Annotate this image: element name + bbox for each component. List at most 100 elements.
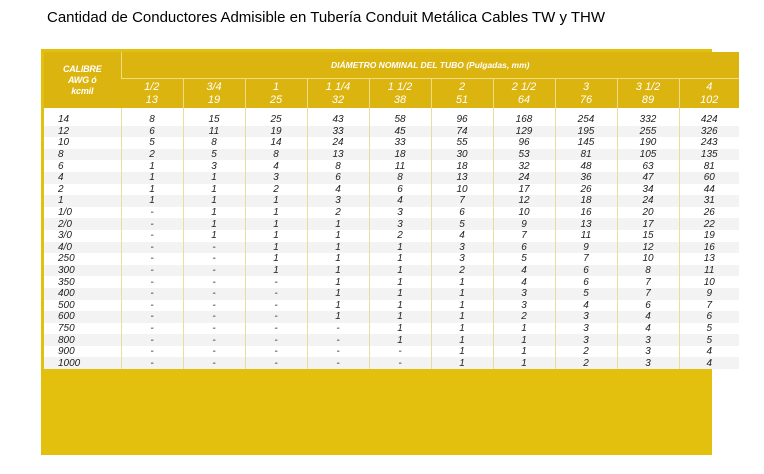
capacity-cell: 11: [554, 229, 617, 242]
capacity-cell: 3: [306, 195, 369, 207]
capacity-cell: 1: [182, 218, 245, 230]
capacity-cell: 7: [616, 287, 679, 300]
spacer-cell: [244, 108, 307, 114]
capacity-cell: 1: [244, 253, 307, 265]
capacity-cell: 1: [492, 334, 555, 346]
spacer-cell: [44, 108, 121, 114]
diameter-column-header: 3 76: [554, 78, 617, 108]
capacity-cell: 4: [244, 160, 307, 172]
capacity-cell: -: [182, 253, 245, 265]
capacity-cell: -: [244, 334, 307, 346]
table-row: 10 5 8 14 24 33 55 96 145 190 243: [44, 137, 739, 149]
capacity-cell: 2: [492, 311, 555, 323]
capacity-cell: 1: [368, 276, 431, 288]
spacer-row: [44, 108, 739, 114]
capacity-cell: 10: [430, 183, 493, 196]
capacity-cell: 3: [368, 218, 431, 230]
capacity-cell: 47: [616, 171, 679, 184]
capacity-cell: 81: [678, 160, 739, 172]
capacity-cell: 3: [244, 171, 307, 184]
capacity-cell: 1: [182, 195, 245, 207]
capacity-cell: 96: [430, 114, 493, 126]
capacity-cell: 1: [430, 287, 493, 300]
capacity-cell: 1: [120, 171, 183, 184]
capacity-cell: 1: [430, 357, 493, 370]
table-row: 1000- - - - -1 1 2 3 4: [44, 357, 739, 370]
calibre-cell: 4: [44, 171, 121, 184]
capacity-cell: 3: [616, 357, 679, 370]
calibre-cell: 600: [44, 311, 121, 323]
calibre-cell: 6: [44, 160, 121, 172]
capacity-cell: 7: [554, 253, 617, 265]
spacer-cell: [616, 108, 679, 114]
capacity-cell: 1: [368, 299, 431, 312]
capacity-cell: 1: [306, 229, 369, 242]
diameter-mm-label: 25: [269, 93, 283, 106]
capacity-cell: 1: [368, 287, 431, 300]
capacity-cell: -: [182, 276, 245, 288]
capacity-cell: 8: [182, 137, 245, 149]
capacity-cell: 1: [306, 253, 369, 265]
capacity-cell: 1: [182, 229, 245, 242]
capacity-cell: 1: [306, 299, 369, 312]
diameter-column-header: 1/2 13: [121, 78, 183, 108]
calibre-cell: 250: [44, 253, 121, 265]
diameter-column-header: 3/4 19: [182, 78, 245, 108]
spacer-cell: [430, 108, 493, 114]
table-row: 350- - -1 1 1 4 6 7 10: [44, 276, 739, 288]
capacity-cell: 1: [430, 276, 493, 288]
capacity-cell: 6: [430, 206, 493, 219]
capacity-cell: 6: [616, 299, 679, 312]
capacity-cell: 1: [430, 345, 493, 358]
capacity-cell: 13: [678, 253, 739, 265]
capacity-cell: 81: [554, 148, 617, 161]
table-row: 300- -1 1 1 2 4 6 8 11: [44, 264, 739, 277]
capacity-cell: 6: [492, 241, 555, 254]
capacity-cell: 53: [492, 148, 555, 161]
capacity-cell: 1: [368, 241, 431, 254]
table-row: 8 2 5 8 13 18 30 53 81 105 135: [44, 148, 739, 161]
capacity-cell: 255: [616, 125, 679, 138]
capacity-cell: -: [120, 206, 183, 219]
capacity-cell: -: [244, 345, 307, 358]
capacity-cell: 33: [306, 125, 369, 138]
capacity-cell: 3: [554, 334, 617, 346]
table-body: 14 8 15 25 43 58 96 168 254 332 424 12 6 11 19 33 45 74 12…: [44, 108, 739, 370]
calibre-cell: 800: [44, 334, 121, 346]
capacity-cell: 1: [306, 218, 369, 230]
capacity-cell: 1: [306, 311, 369, 323]
calibre-cell: 8: [44, 148, 121, 161]
capacity-cell: 1: [244, 218, 307, 230]
diameter-mm-label: 51: [455, 93, 469, 106]
capacity-cell: 4: [492, 264, 555, 277]
capacity-cell: -: [368, 345, 431, 358]
capacity-cell: 1: [430, 334, 493, 346]
diameter-inch-label: 1/2: [144, 80, 160, 93]
diameter-mm-label: 89: [641, 93, 655, 106]
table-row: 2 1 1 2 4 6 10 17 26 34 44: [44, 183, 739, 196]
calibre-header: CALIBRE AWG ó kcmil: [44, 52, 121, 108]
capacity-cell: 1: [430, 299, 493, 312]
capacity-cell: 16: [554, 206, 617, 219]
capacity-cell: 2: [554, 345, 617, 358]
capacity-cell: 18: [554, 195, 617, 207]
capacity-cell: 1: [306, 264, 369, 277]
capacity-cell: -: [120, 334, 183, 346]
capacity-cell: 1: [182, 183, 245, 196]
capacity-cell: 63: [616, 160, 679, 172]
table-row: 12 6 11 19 33 45 74 129 195 255 326: [44, 125, 739, 138]
capacity-cell: 1: [306, 276, 369, 288]
capacity-cell: -: [120, 229, 183, 242]
table-row: 750- - - -1 1 1 3 4 5: [44, 322, 739, 335]
table-row: 1/0-1 1 2 3 6 10 16 20 26: [44, 206, 739, 219]
capacity-cell: 6: [306, 171, 369, 184]
capacity-cell: -: [120, 287, 183, 300]
capacity-cell: 2: [244, 183, 307, 196]
capacity-cell: 3: [554, 322, 617, 335]
capacity-cell: 1: [244, 241, 307, 254]
calibre-cell: 2/0: [44, 218, 121, 230]
capacity-cell: 129: [492, 125, 555, 138]
capacity-cell: 2: [554, 357, 617, 370]
calibre-cell: 2: [44, 183, 121, 196]
capacity-cell: 326: [678, 125, 739, 138]
